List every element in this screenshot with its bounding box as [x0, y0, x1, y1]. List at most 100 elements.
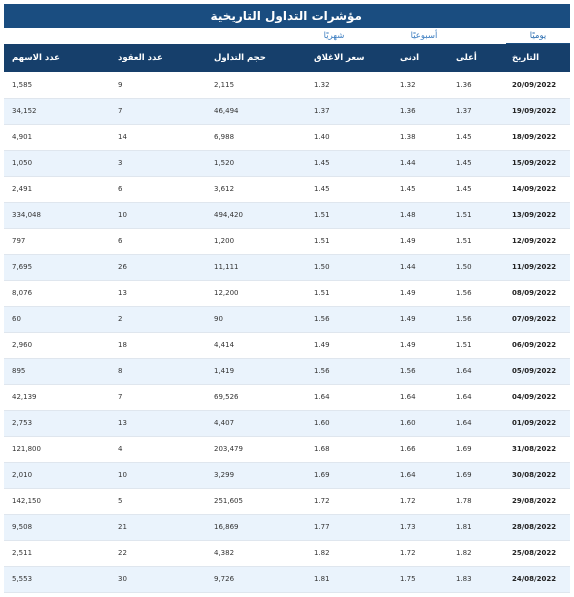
table-row: 07/09/2022 1.56 1.49 1.56 90 2 60 — [4, 306, 570, 333]
cell-volume: 90 — [206, 306, 306, 333]
cell-close: 1.69 — [306, 462, 392, 489]
table-row: 08/09/2022 1.56 1.49 1.51 12,200 13 8,076 — [4, 280, 570, 307]
cell-high: 1.51 — [448, 332, 504, 359]
cell-low: 1.64 — [392, 462, 448, 489]
cell-volume: 1,419 — [206, 358, 306, 385]
cell-close: 1.72 — [306, 488, 392, 515]
cell-high: 1.64 — [448, 410, 504, 437]
cell-contracts: 10 — [110, 462, 206, 489]
cell-high: 1.50 — [448, 254, 504, 281]
column-header-low[interactable]: ادنى — [392, 44, 448, 72]
cell-shares: 895 — [4, 358, 110, 385]
cell-volume: 4,407 — [206, 410, 306, 437]
tab-daily[interactable]: يوميًا — [506, 30, 570, 44]
cell-date: 01/09/2022 — [504, 410, 570, 437]
cell-close: 1.56 — [306, 306, 392, 333]
cell-close: 1.56 — [306, 358, 392, 385]
table-row: 29/08/2022 1.78 1.72 1.72 251,605 5 142,150 — [4, 488, 570, 515]
cell-close: 1.51 — [306, 228, 392, 255]
table-body: 20/09/2022 1.36 1.32 1.32 2,115 9 1,585 19/09/2… — [4, 72, 570, 593]
cell-shares: 2,010 — [4, 462, 110, 489]
cell-volume: 494,420 — [206, 202, 306, 229]
table-row: 24/08/2022 1.83 1.75 1.81 9,726 30 5,553 — [4, 566, 570, 593]
cell-shares: 2,960 — [4, 332, 110, 359]
column-header-contracts[interactable]: عدد العقود — [110, 44, 206, 72]
cell-contracts: 5 — [110, 488, 206, 515]
table-row: 28/08/2022 1.81 1.73 1.77 16,869 21 9,508 — [4, 514, 570, 541]
cell-contracts: 30 — [110, 566, 206, 593]
cell-high: 1.64 — [448, 358, 504, 385]
trading-history-table: التاريخ أعلى ادنى سعر الاغلاق حجم التداو… — [4, 44, 570, 593]
cell-low: 1.49 — [392, 332, 448, 359]
table-row: 25/08/2022 1.82 1.72 1.82 4,382 22 2,511 — [4, 540, 570, 567]
cell-low: 1.75 — [392, 566, 448, 593]
cell-high: 1.45 — [448, 124, 504, 151]
cell-high: 1.82 — [448, 540, 504, 567]
cell-volume: 12,200 — [206, 280, 306, 307]
cell-shares: 2,491 — [4, 176, 110, 203]
cell-volume: 203,479 — [206, 436, 306, 463]
cell-date: 08/09/2022 — [504, 280, 570, 307]
cell-high: 1.37 — [448, 98, 504, 125]
cell-contracts: 26 — [110, 254, 206, 281]
cell-low: 1.32 — [392, 72, 448, 99]
tab-monthly[interactable]: شهريًا — [323, 31, 345, 41]
cell-low: 1.49 — [392, 280, 448, 307]
cell-high: 1.64 — [448, 384, 504, 411]
cell-low: 1.72 — [392, 488, 448, 515]
column-header-close[interactable]: سعر الاغلاق — [306, 44, 392, 72]
cell-volume: 6,988 — [206, 124, 306, 151]
cell-shares: 34,152 — [4, 98, 110, 125]
tab-weekly[interactable]: أسبوعيًا — [410, 31, 438, 41]
cell-contracts: 2 — [110, 306, 206, 333]
table-row: 14/09/2022 1.45 1.45 1.45 3,612 6 2,491 — [4, 176, 570, 203]
cell-date: 29/08/2022 — [504, 488, 570, 515]
cell-volume: 251,605 — [206, 488, 306, 515]
cell-high: 1.56 — [448, 280, 504, 307]
cell-contracts: 6 — [110, 176, 206, 203]
column-header-volume[interactable]: حجم التداول — [206, 44, 306, 72]
cell-low: 1.44 — [392, 254, 448, 281]
cell-shares: 9,508 — [4, 514, 110, 541]
cell-close: 1.82 — [306, 540, 392, 567]
column-header-date[interactable]: التاريخ — [504, 44, 570, 72]
cell-volume: 1,520 — [206, 150, 306, 177]
cell-volume: 1,200 — [206, 228, 306, 255]
cell-close: 1.50 — [306, 254, 392, 281]
cell-low: 1.56 — [392, 358, 448, 385]
cell-close: 1.32 — [306, 72, 392, 99]
cell-close: 1.68 — [306, 436, 392, 463]
cell-high: 1.51 — [448, 228, 504, 255]
cell-date: 07/09/2022 — [504, 306, 570, 333]
cell-shares: 5,553 — [4, 566, 110, 593]
cell-contracts: 22 — [110, 540, 206, 567]
table-row: 04/09/2022 1.64 1.64 1.64 69,526 7 42,139 — [4, 384, 570, 411]
cell-contracts: 7 — [110, 98, 206, 125]
cell-date: 19/09/2022 — [504, 98, 570, 125]
cell-shares: 7,695 — [4, 254, 110, 281]
cell-contracts: 6 — [110, 228, 206, 255]
column-header-shares[interactable]: عدد الاسهم — [4, 44, 110, 72]
table-row: 20/09/2022 1.36 1.32 1.32 2,115 9 1,585 — [4, 72, 570, 99]
cell-volume: 69,526 — [206, 384, 306, 411]
cell-date: 13/09/2022 — [504, 202, 570, 229]
cell-contracts: 9 — [110, 72, 206, 99]
cell-volume: 3,299 — [206, 462, 306, 489]
table-header-row: التاريخ أعلى ادنى سعر الاغلاق حجم التداو… — [4, 44, 570, 72]
cell-high: 1.51 — [448, 202, 504, 229]
cell-high: 1.45 — [448, 150, 504, 177]
table-row: 13/09/2022 1.51 1.48 1.51 494,420 10 334,048 — [4, 202, 570, 229]
cell-close: 1.51 — [306, 202, 392, 229]
cell-high: 1.78 — [448, 488, 504, 515]
table-row: 15/09/2022 1.45 1.44 1.45 1,520 3 1,050 — [4, 150, 570, 177]
column-header-high[interactable]: أعلى — [448, 44, 504, 72]
cell-close: 1.45 — [306, 176, 392, 203]
cell-high: 1.69 — [448, 436, 504, 463]
cell-close: 1.45 — [306, 150, 392, 177]
cell-contracts: 21 — [110, 514, 206, 541]
cell-contracts: 4 — [110, 436, 206, 463]
cell-shares: 121,800 — [4, 436, 110, 463]
cell-volume: 46,494 — [206, 98, 306, 125]
table-row: 30/08/2022 1.69 1.64 1.69 3,299 10 2,010 — [4, 462, 570, 489]
cell-shares: 8,076 — [4, 280, 110, 307]
